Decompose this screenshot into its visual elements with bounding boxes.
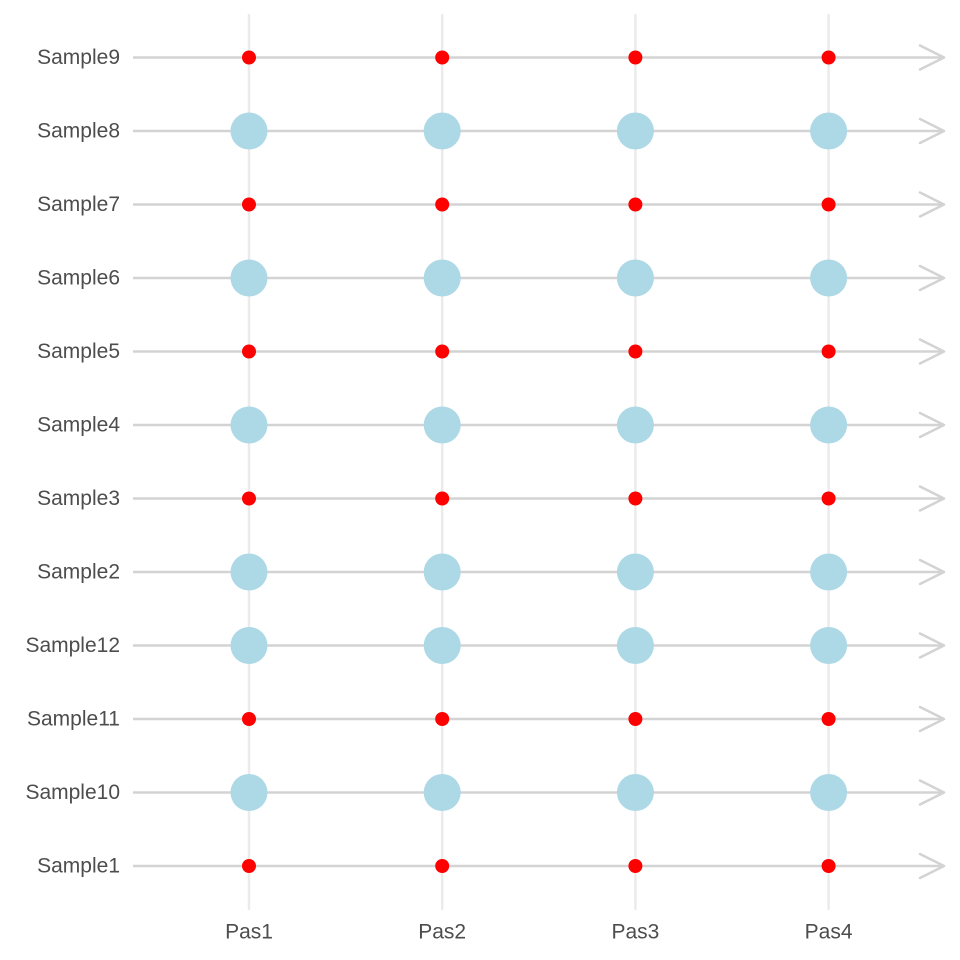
y-tick-label-sample2: Sample2 bbox=[37, 561, 120, 584]
point-sample4-pas2 bbox=[423, 406, 461, 444]
point-sample11-pas4 bbox=[821, 712, 836, 726]
point-sample10-pas2 bbox=[423, 774, 461, 811]
y-tick-label-sample1: Sample1 bbox=[37, 855, 120, 878]
point-sample12-pas3 bbox=[616, 627, 654, 664]
y-tick-label-sample6: Sample6 bbox=[37, 267, 120, 290]
point-sample3-pas3 bbox=[628, 491, 643, 506]
point-sample12-pas2 bbox=[423, 627, 461, 664]
point-sample10-pas4 bbox=[810, 774, 848, 811]
point-sample8-pas3 bbox=[616, 112, 654, 150]
track-arrow-sample3 bbox=[918, 485, 946, 512]
point-sample5-pas1 bbox=[242, 344, 256, 359]
x-tick-label-pas1: Pas1 bbox=[225, 921, 273, 944]
point-sample2-pas4 bbox=[810, 553, 848, 591]
track-arrow-sample10 bbox=[918, 779, 946, 806]
point-sample6-pas4 bbox=[810, 259, 848, 297]
y-tick-label-sample11: Sample11 bbox=[27, 708, 120, 731]
track-arrow-sample1 bbox=[918, 852, 946, 880]
x-tick-label-pas4: Pas4 bbox=[805, 921, 853, 944]
point-sample3-pas4 bbox=[821, 491, 836, 506]
track-arrow-sample7 bbox=[918, 191, 946, 218]
track-arrow-sample9 bbox=[918, 44, 946, 71]
y-tick-label-sample9: Sample9 bbox=[37, 46, 120, 69]
point-sample9-pas3 bbox=[628, 50, 643, 65]
point-sample4-pas4 bbox=[810, 406, 848, 444]
point-sample5-pas2 bbox=[435, 344, 450, 359]
sample-tracks bbox=[133, 44, 946, 880]
point-sample12-pas1 bbox=[230, 627, 268, 664]
data-points bbox=[230, 50, 848, 873]
point-sample11-pas1 bbox=[242, 712, 256, 726]
point-sample1-pas4 bbox=[821, 859, 836, 873]
y-tick-label-sample5: Sample5 bbox=[37, 340, 120, 363]
y-tick-label-sample12: Sample12 bbox=[25, 634, 120, 657]
point-sample7-pas1 bbox=[242, 197, 256, 212]
point-sample1-pas1 bbox=[242, 859, 256, 873]
y-axis-tick-labels: Sample1 Sample10 Sample11 Sample12 Sample2 Sa… bbox=[25, 46, 120, 878]
x-tick-label-pas3: Pas3 bbox=[611, 921, 659, 944]
track-arrow-sample11 bbox=[918, 705, 946, 733]
track-arrow-sample2 bbox=[918, 558, 946, 586]
track-arrow-sample12 bbox=[918, 632, 946, 659]
point-sample11-pas3 bbox=[628, 712, 643, 726]
point-sample2-pas3 bbox=[616, 553, 654, 591]
point-sample8-pas4 bbox=[810, 112, 848, 150]
y-tick-label-sample8: Sample8 bbox=[37, 120, 120, 143]
point-sample6-pas3 bbox=[616, 259, 654, 297]
x-tick-label-pas2: Pas2 bbox=[418, 921, 466, 944]
point-sample6-pas2 bbox=[423, 259, 461, 297]
track-arrow-sample5 bbox=[918, 338, 946, 365]
point-sample12-pas4 bbox=[810, 627, 848, 664]
point-sample1-pas3 bbox=[628, 859, 643, 873]
point-sample2-pas2 bbox=[423, 553, 461, 591]
point-sample2-pas1 bbox=[230, 553, 268, 591]
point-sample11-pas2 bbox=[435, 712, 450, 726]
point-sample9-pas1 bbox=[242, 50, 256, 65]
point-sample3-pas1 bbox=[242, 491, 256, 506]
point-sample7-pas4 bbox=[821, 197, 836, 212]
point-sample10-pas3 bbox=[616, 774, 654, 811]
y-tick-label-sample10: Sample10 bbox=[25, 781, 120, 804]
point-sample9-pas2 bbox=[435, 50, 450, 65]
point-sample10-pas1 bbox=[230, 774, 268, 811]
x-axis-tick-labels: Pas1 Pas2 Pas3 Pas4 bbox=[225, 921, 853, 944]
gridlines bbox=[247, 14, 830, 910]
point-sample6-pas1 bbox=[230, 259, 268, 297]
point-sample8-pas2 bbox=[423, 112, 461, 150]
point-sample7-pas2 bbox=[435, 197, 450, 212]
point-sample1-pas2 bbox=[435, 859, 450, 873]
point-sample4-pas1 bbox=[230, 406, 268, 444]
point-sample5-pas4 bbox=[821, 344, 836, 359]
point-sample3-pas2 bbox=[435, 491, 450, 506]
y-tick-label-sample3: Sample3 bbox=[37, 487, 120, 510]
y-tick-label-sample7: Sample7 bbox=[37, 193, 120, 216]
track-arrow-sample6 bbox=[918, 264, 946, 292]
point-sample8-pas1 bbox=[230, 112, 268, 150]
track-arrow-sample4 bbox=[918, 411, 946, 439]
point-sample4-pas3 bbox=[616, 406, 654, 444]
y-tick-label-sample4: Sample4 bbox=[37, 414, 120, 437]
point-sample5-pas3 bbox=[628, 344, 643, 359]
point-sample9-pas4 bbox=[821, 50, 836, 65]
track-arrow-sample8 bbox=[918, 117, 946, 145]
point-sample7-pas3 bbox=[628, 197, 643, 212]
